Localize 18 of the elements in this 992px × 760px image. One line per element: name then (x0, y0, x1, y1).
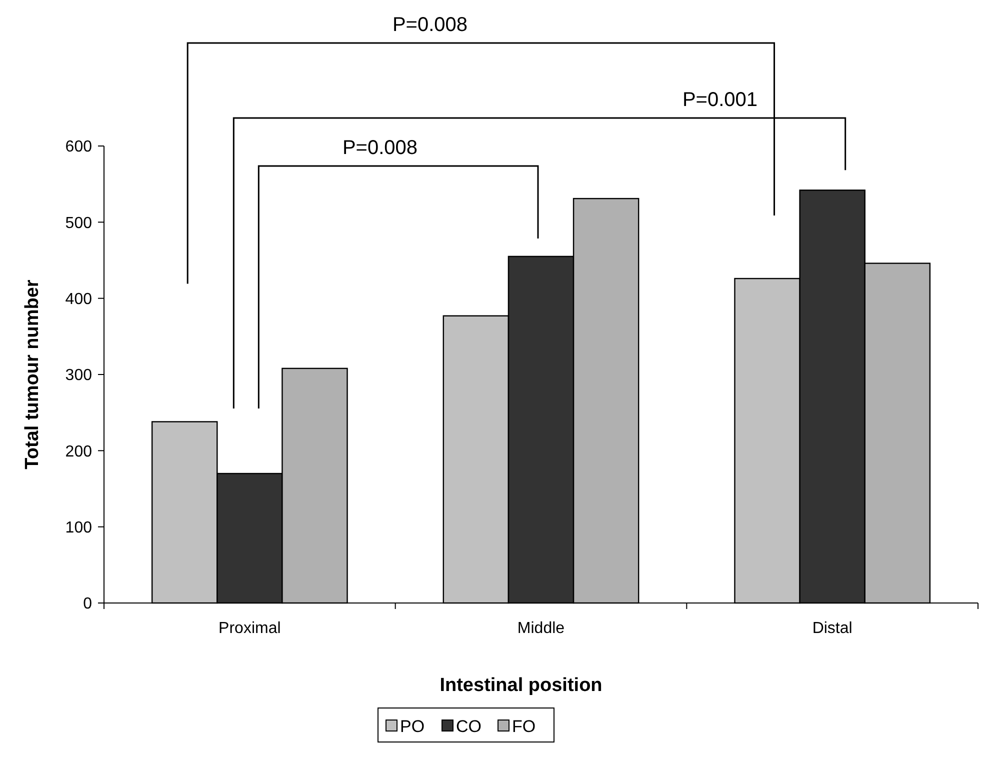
text: P=0.001 (682, 89, 758, 111)
y-tick-label: 100 (65, 519, 92, 536)
text: P=0.008 (392, 14, 468, 36)
x-axis-title: Intestinal position (440, 675, 602, 696)
annotation: P=0.008 (342, 137, 418, 159)
y-tick-label: 600 (65, 138, 92, 156)
x-tick-label: Distal (812, 620, 852, 637)
y-axis-title: Total tumour number (22, 279, 43, 470)
legend-label: FO (512, 716, 536, 736)
legend-label: CO (456, 716, 482, 736)
y-tick-label: 200 (65, 443, 92, 460)
y-tick-label: 300 (65, 367, 92, 384)
y-tick-label: 0 (83, 596, 92, 613)
y-tick-label: 500 (65, 214, 92, 232)
y-tick-label: 400 (65, 290, 92, 308)
x-tick-label: Proximal (218, 620, 281, 637)
legend-label: PO (400, 716, 425, 736)
x-tick-label: Middle (517, 620, 565, 637)
